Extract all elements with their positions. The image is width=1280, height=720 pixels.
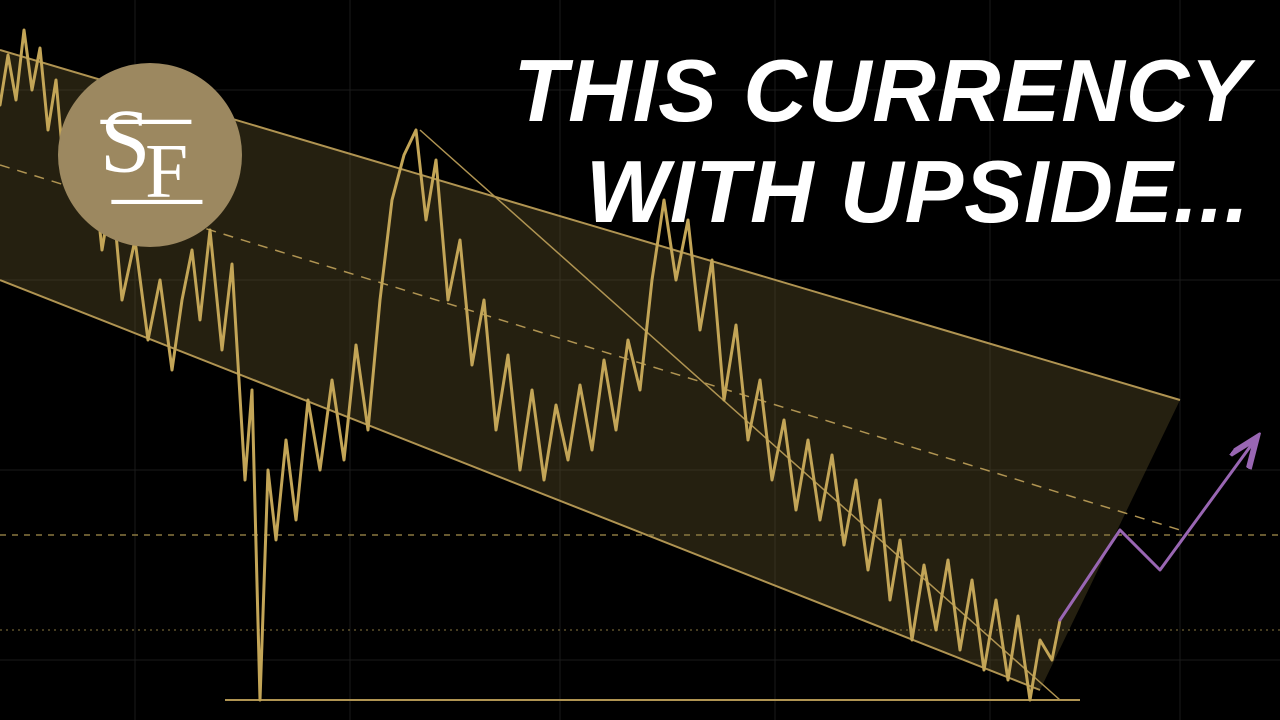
headline-line-2: WITH UPSIDE... xyxy=(0,141,1250,242)
headline-line-1: THIS CURRENCY xyxy=(0,40,1250,141)
headline-text: THIS CURRENCY WITH UPSIDE... xyxy=(0,40,1250,242)
chart-thumbnail: S F THIS CURRENCY WITH UPSIDE... xyxy=(0,0,1280,720)
